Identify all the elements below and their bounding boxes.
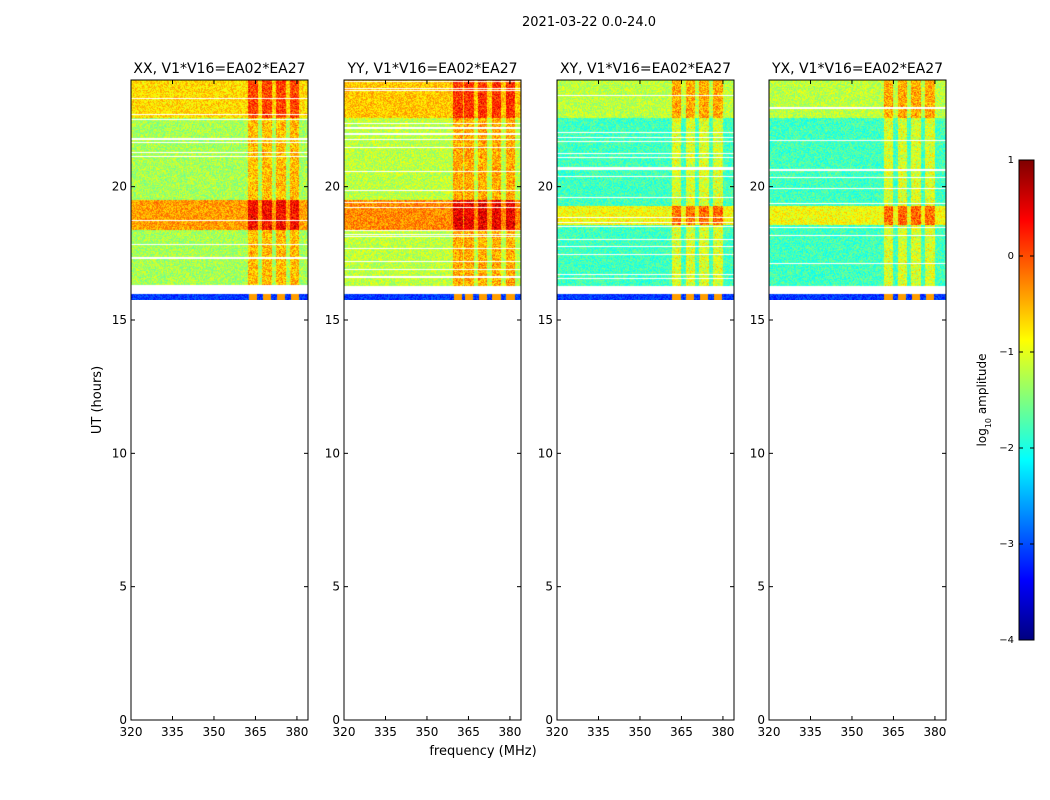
y-tick-label: 20 — [750, 180, 765, 194]
panel-3: 320 335 350 365 380 0 5 10 15 20 XY, V1*V16=EA02*E… — [538, 61, 735, 739]
axes-frame — [768, 79, 947, 721]
panel-4: 320 335 350 365 380 0 5 10 15 20 YX, V1*V16=EA02*E… — [750, 61, 947, 739]
x-tick-label: 335 — [799, 725, 822, 739]
colorbar-tick-label: −4 — [999, 635, 1014, 646]
y-tick-label: 5 — [757, 580, 765, 594]
colorbar-bar — [1018, 159, 1035, 641]
y-tick-label: 15 — [750, 313, 765, 327]
x-tick-label: 380 — [711, 725, 734, 739]
y-tick-label: 10 — [538, 446, 553, 460]
x-tick-label: 335 — [161, 725, 184, 739]
colorbar-tick-label: −3 — [999, 539, 1014, 550]
y-tick-label: 0 — [332, 713, 340, 727]
heatmap-image — [769, 80, 946, 300]
colorbar-label-main: log — [975, 428, 989, 446]
panel-title: XY, V1*V16=EA02*EA27 — [560, 61, 731, 77]
y-tick-label: 5 — [119, 580, 127, 594]
y-tick-label: 15 — [538, 313, 553, 327]
colorbar-label: log10 amplitude — [975, 354, 993, 447]
y-tick-label: 0 — [757, 713, 765, 727]
x-tick-label: 350 — [203, 725, 226, 739]
x-tick-label: 365 — [244, 725, 267, 739]
axes-frame — [556, 79, 735, 721]
x-tick-label: 335 — [587, 725, 610, 739]
x-tick-label: 350 — [841, 725, 864, 739]
x-tick-label: 320 — [120, 725, 143, 739]
x-tick-label: 335 — [374, 725, 397, 739]
y-tick-label: 10 — [112, 446, 127, 460]
x-tick-label: 380 — [923, 725, 946, 739]
y-tick-label: 10 — [750, 446, 765, 460]
panel-title: YX, V1*V16=EA02*EA27 — [771, 61, 943, 77]
panel-2: 320 335 350 365 380 0 5 10 15 20 YY, V1*V16=EA02*E… — [325, 61, 522, 739]
x-tick-label: 365 — [457, 725, 480, 739]
heatmap-image — [344, 80, 521, 300]
heatmap-image — [131, 80, 308, 300]
axes-frame — [130, 79, 309, 721]
axes-frame — [343, 79, 522, 721]
y-tick-label: 20 — [538, 180, 553, 194]
colorbar-label-sub: 10 — [984, 418, 993, 428]
x-tick-label: 365 — [882, 725, 905, 739]
x-tick-label: 320 — [333, 725, 356, 739]
x-tick-label: 380 — [285, 725, 308, 739]
x-tick-label: 350 — [416, 725, 439, 739]
colorbar-tick-label: −2 — [999, 443, 1014, 454]
y-tick-label: 5 — [545, 580, 553, 594]
panel-1: 320 335 350 365 380 0 5 10 15 20 XX, V1*V16=EA02*E… — [112, 61, 309, 739]
y-axis-label: UT (hours) — [90, 366, 105, 434]
y-tick-label: 15 — [112, 313, 127, 327]
y-tick-label: 10 — [325, 446, 340, 460]
colorbar-tick-label: −1 — [999, 347, 1014, 358]
panel-title: YY, V1*V16=EA02*EA27 — [346, 61, 517, 77]
x-tick-label: 365 — [670, 725, 693, 739]
x-tick-label: 320 — [546, 725, 569, 739]
panels: 320 335 350 365 380 0 5 10 15 20 XX, V1*V16=EA02*E… — [112, 61, 947, 739]
y-tick-label: 15 — [325, 313, 340, 327]
x-tick-label: 320 — [758, 725, 781, 739]
y-tick-label: 0 — [119, 713, 127, 727]
colorbar-tick-label: 0 — [1008, 251, 1014, 262]
x-axis-label: frequency (MHz) — [429, 744, 536, 759]
y-tick-label: 5 — [332, 580, 340, 594]
y-tick-label: 20 — [325, 180, 340, 194]
x-tick-label: 380 — [498, 725, 521, 739]
y-tick-label: 0 — [545, 713, 553, 727]
colorbar-label-tail: amplitude — [975, 354, 989, 418]
figure-suptitle: 2021-03-22 0.0-24.0 — [522, 15, 656, 30]
y-tick-label: 20 — [112, 180, 127, 194]
heatmap-image — [557, 80, 734, 300]
colorbar-tick-label: 1 — [1008, 155, 1014, 166]
x-tick-label: 350 — [629, 725, 652, 739]
panel-title: XX, V1*V16=EA02*EA27 — [133, 61, 305, 77]
